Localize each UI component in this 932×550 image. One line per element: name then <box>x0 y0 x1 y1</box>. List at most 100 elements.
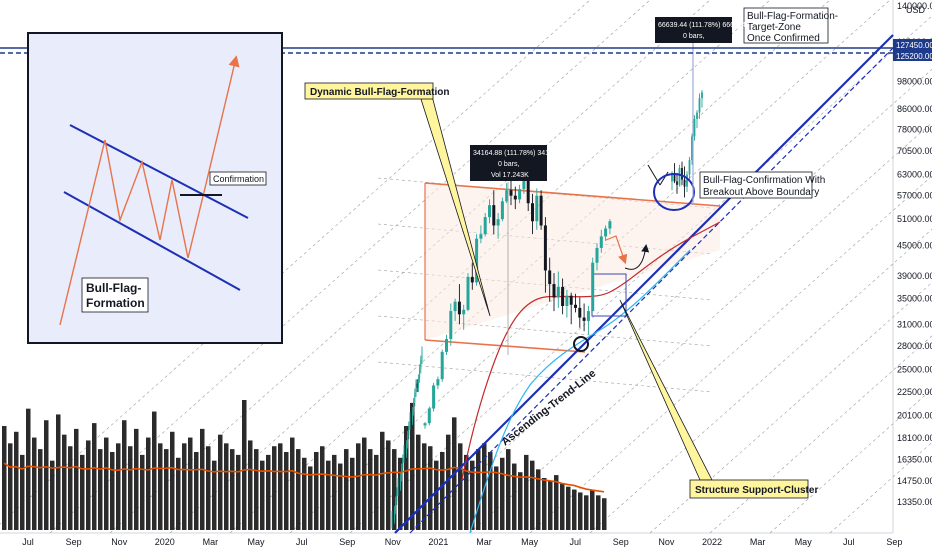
volume-bar <box>530 460 535 530</box>
candle-body <box>608 221 612 229</box>
annotation-layer <box>507 43 695 355</box>
price-axis-panel <box>893 0 932 550</box>
volume-bar <box>56 414 61 530</box>
callout-confirmation-line2: Breakout Above Boundary <box>703 187 819 198</box>
inset-title-line2: Formation <box>86 296 145 310</box>
y-tick-label: 22500.00 <box>897 387 932 397</box>
fib-channel-line <box>829 441 932 534</box>
y-tick-label: 13350.00 <box>897 497 932 507</box>
candle-body <box>405 444 407 454</box>
candle-body <box>423 423 427 426</box>
volume-bar <box>470 460 475 530</box>
candle-body <box>701 92 703 99</box>
volume-bar <box>68 446 73 530</box>
overlay-layer <box>394 34 894 534</box>
volume-bar <box>260 460 265 530</box>
callout-dynamic-flag-text: Dynamic Bull-Flag-Formation <box>310 87 449 98</box>
candle-body <box>396 491 398 501</box>
callout-structure-support-text: Structure Support-Cluster <box>695 485 818 496</box>
price-axis: 140000.00118000.0098000.0086000.0078000.… <box>897 1 932 507</box>
candle-body <box>409 416 411 426</box>
y-tick-label: 51000.00 <box>897 214 932 224</box>
volume-bar <box>242 400 247 530</box>
inset-zigzag <box>59 55 240 326</box>
volume-bar <box>188 437 193 530</box>
candle-body <box>417 378 419 388</box>
volume-bar <box>176 457 181 530</box>
volume-bar <box>290 437 295 530</box>
volume-bar <box>212 460 217 530</box>
inset-upper-boundary <box>69 124 249 219</box>
volume-bar <box>458 443 463 530</box>
candle-body <box>449 311 453 340</box>
volume-bar <box>86 440 91 530</box>
volume-bar <box>128 446 133 530</box>
volume-bar <box>182 443 187 530</box>
x-tick-label: 2022 <box>702 537 722 547</box>
bull-flag-inset: Confirmation Bull-Flag- Formation <box>27 32 283 344</box>
x-tick-label: Mar <box>203 537 219 547</box>
candle-body <box>395 500 397 511</box>
volume-bar <box>422 443 427 530</box>
volume-bar <box>308 466 313 530</box>
candle-body <box>543 225 547 271</box>
candle-body <box>678 167 681 185</box>
y-tick-label: 98000.00 <box>897 76 932 86</box>
candle-body <box>403 449 405 459</box>
candle-body <box>548 270 552 285</box>
fib-channel-line <box>709 335 932 534</box>
volume-bar <box>512 463 517 530</box>
volume-bar <box>500 457 505 530</box>
candle-body <box>505 190 509 202</box>
candle-body <box>402 458 404 468</box>
volume-bar <box>332 454 337 530</box>
ascending-trend-line-dashed <box>409 47 894 534</box>
candle-body <box>552 284 556 298</box>
ma-blue-line <box>469 249 691 534</box>
time-axis: Jul Sep Nov 2020 Mar May Jul Sep Nov 2021 Mar May Ju… <box>22 537 902 547</box>
candle-body <box>696 112 698 119</box>
candle-body <box>414 392 416 403</box>
volume-bar <box>74 428 79 530</box>
breakout-circle <box>653 173 695 211</box>
volume-bar <box>266 454 271 530</box>
candle-body <box>488 205 491 218</box>
volume-bar <box>98 449 103 530</box>
volume-bar <box>524 454 529 530</box>
volume-bar <box>488 452 493 530</box>
volume-bar <box>26 408 31 530</box>
candle-body <box>688 159 691 175</box>
candle-body <box>595 247 599 263</box>
volume-bar <box>224 443 229 530</box>
volume-bar <box>326 460 331 530</box>
candle-body <box>436 379 440 386</box>
y-tick-label: 18100.00 <box>897 433 932 443</box>
volume-bar <box>32 437 37 530</box>
volume-bar <box>542 478 547 530</box>
x-tick-label: Nov <box>658 537 675 547</box>
y-tick-label: 78000.00 <box>897 124 932 134</box>
ma-red-line <box>461 221 721 481</box>
volume-bar <box>548 480 553 530</box>
volume-bar <box>338 463 343 530</box>
volume-bar <box>356 443 361 530</box>
candle-body <box>539 195 543 226</box>
volume-bar <box>464 454 469 530</box>
volume-bar <box>80 454 85 530</box>
volume-bar <box>584 495 589 530</box>
y-tick-label: 35000.00 <box>897 294 932 304</box>
candle-body <box>526 179 530 204</box>
candle-body <box>531 203 534 222</box>
volume-bar <box>374 454 379 530</box>
measure-tooltip-1-line2: 0 bars, <box>498 161 519 168</box>
x-tick-label: May <box>795 537 813 547</box>
fib-channel-line <box>169 0 771 534</box>
candle-body <box>591 262 595 312</box>
x-tick-label: Nov <box>385 537 402 547</box>
x-tick-label: Nov <box>111 537 128 547</box>
candle-body <box>410 416 412 421</box>
candle-body <box>399 477 401 487</box>
callout-target-line1: Bull-Flag-Formation- <box>747 11 838 22</box>
candle-body <box>676 181 678 185</box>
candle-body <box>681 167 683 180</box>
